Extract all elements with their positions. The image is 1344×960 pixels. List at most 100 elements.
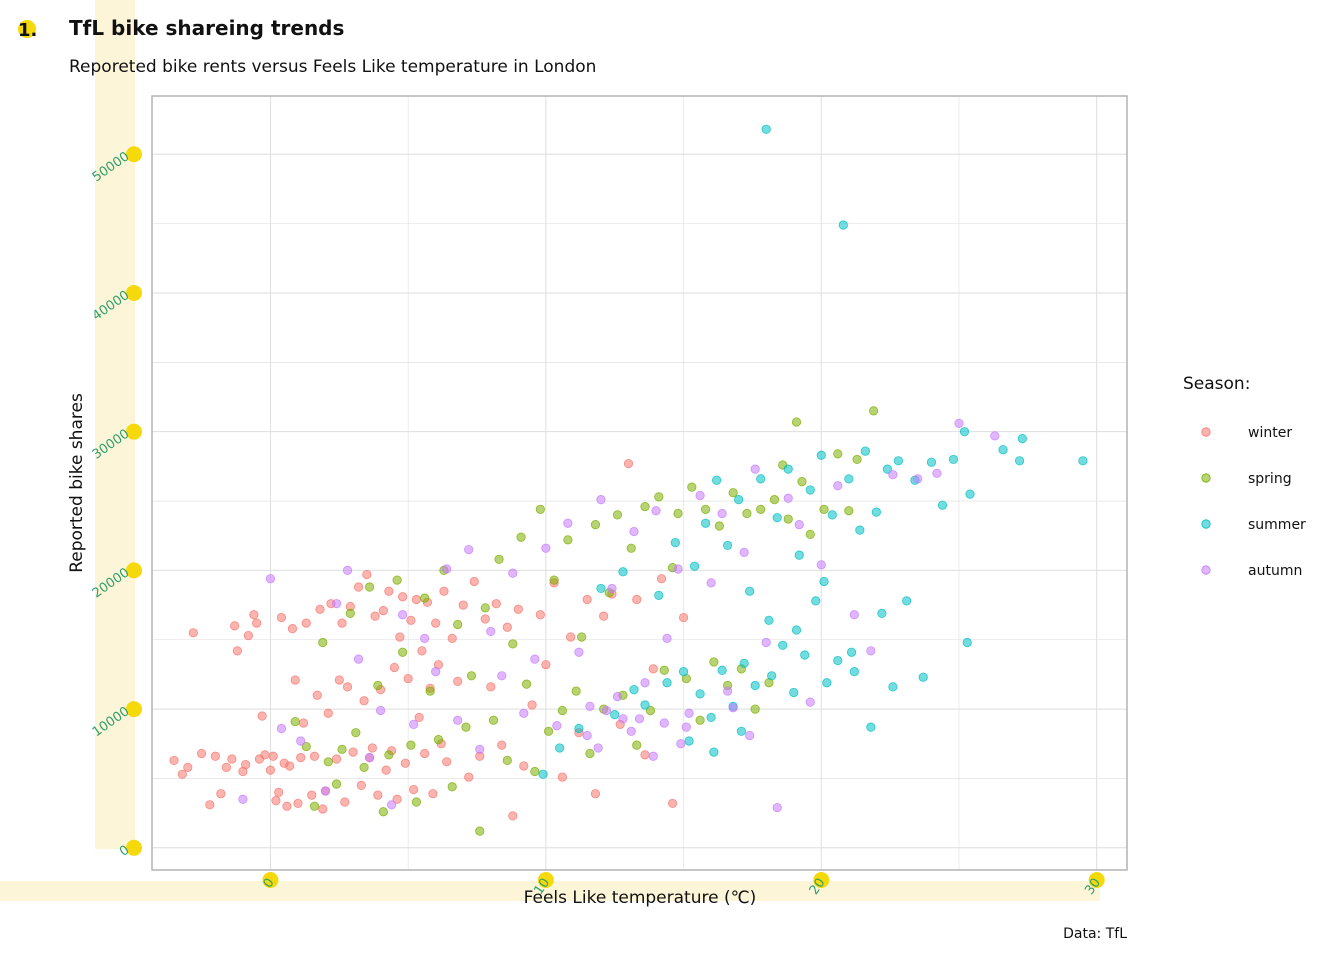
point-autumn xyxy=(618,714,628,724)
point-winter xyxy=(169,755,179,766)
annotation-marker xyxy=(18,20,36,38)
point-spring xyxy=(557,705,567,716)
point-summer xyxy=(596,583,606,594)
point-spring xyxy=(756,504,766,514)
point-autumn xyxy=(833,481,843,491)
point-spring xyxy=(654,492,664,502)
point-summer xyxy=(918,672,928,682)
point-summer xyxy=(736,726,747,736)
point-autumn xyxy=(353,654,364,664)
point-spring xyxy=(337,744,347,754)
point-autumn xyxy=(626,726,636,736)
point-winter xyxy=(227,754,237,764)
point-spring xyxy=(750,704,760,714)
point-summer xyxy=(877,608,887,618)
point-winter xyxy=(373,790,383,800)
point-winter xyxy=(453,676,463,686)
point-winter xyxy=(447,633,457,643)
point-summer xyxy=(778,640,788,650)
point-autumn xyxy=(990,431,1000,441)
y-tick-highlight xyxy=(126,284,142,301)
legend-label-autumn: autumn xyxy=(1248,563,1302,579)
point-winter xyxy=(648,664,658,674)
point-winter xyxy=(656,574,667,584)
point-spring xyxy=(508,639,518,649)
point-spring xyxy=(742,508,752,519)
point-summer xyxy=(849,667,859,677)
point-autumn xyxy=(582,730,592,741)
point-autumn xyxy=(717,508,727,519)
legend-key-summer xyxy=(1201,519,1211,529)
point-spring xyxy=(521,679,532,689)
point-spring xyxy=(714,521,724,531)
point-summer xyxy=(860,446,870,456)
scatter-points xyxy=(169,124,1088,836)
point-autumn xyxy=(420,633,430,643)
point-winter xyxy=(431,618,441,628)
point-winter xyxy=(420,748,430,759)
point-winter xyxy=(230,621,240,631)
point-winter xyxy=(183,762,193,772)
point-spring xyxy=(494,554,504,564)
point-autumn xyxy=(783,493,793,503)
point-winter xyxy=(249,610,259,620)
point-spring xyxy=(673,508,683,519)
point-summer xyxy=(888,682,898,692)
point-spring xyxy=(411,797,422,807)
point-winter xyxy=(508,811,518,821)
point-spring xyxy=(420,593,430,603)
point-spring xyxy=(728,488,738,498)
point-spring xyxy=(301,741,311,752)
x-tick-highlight xyxy=(262,872,279,888)
point-winter xyxy=(323,708,333,718)
point-winter xyxy=(221,762,231,772)
point-spring xyxy=(345,608,355,618)
point-winter xyxy=(290,675,300,685)
point-winter xyxy=(590,789,601,799)
point-summer xyxy=(846,647,857,657)
point-summer xyxy=(734,495,744,505)
point-winter xyxy=(541,660,551,670)
point-autumn xyxy=(745,730,755,741)
point-spring xyxy=(833,449,843,459)
point-autumn xyxy=(276,723,287,734)
point-spring xyxy=(318,637,328,648)
point-winter xyxy=(632,594,642,605)
legend-title: Season: xyxy=(1183,374,1250,394)
point-winter xyxy=(210,751,220,761)
point-winter xyxy=(469,576,479,587)
point-autumn xyxy=(728,703,738,713)
point-spring xyxy=(585,748,595,759)
point-summer xyxy=(800,650,810,660)
point-autumn xyxy=(593,743,603,753)
point-summer xyxy=(816,450,826,460)
point-summer xyxy=(555,743,565,753)
point-summer xyxy=(709,747,719,757)
legend-label-spring: spring xyxy=(1248,471,1292,487)
legend-label-summer: summer xyxy=(1248,517,1306,533)
point-winter xyxy=(309,751,320,761)
x-tick-highlight xyxy=(537,872,554,888)
point-spring xyxy=(797,477,807,487)
point-summer xyxy=(695,689,705,699)
point-winter xyxy=(296,753,306,763)
point-summer xyxy=(701,518,711,528)
point-summer xyxy=(756,474,766,484)
point-winter xyxy=(307,790,317,800)
point-winter xyxy=(293,798,303,809)
point-spring xyxy=(351,728,361,738)
point-winter xyxy=(414,712,424,723)
point-autumn xyxy=(866,646,876,656)
point-autumn xyxy=(648,751,658,761)
point-spring xyxy=(359,762,369,772)
point-winter xyxy=(241,759,251,770)
point-winter xyxy=(640,750,650,760)
point-spring xyxy=(783,514,793,524)
point-winter xyxy=(268,751,278,761)
point-autumn xyxy=(596,495,606,505)
point-winter xyxy=(486,682,496,692)
point-winter xyxy=(535,610,545,620)
point-spring xyxy=(488,715,499,725)
point-autumn xyxy=(723,686,733,696)
point-winter xyxy=(196,748,207,759)
